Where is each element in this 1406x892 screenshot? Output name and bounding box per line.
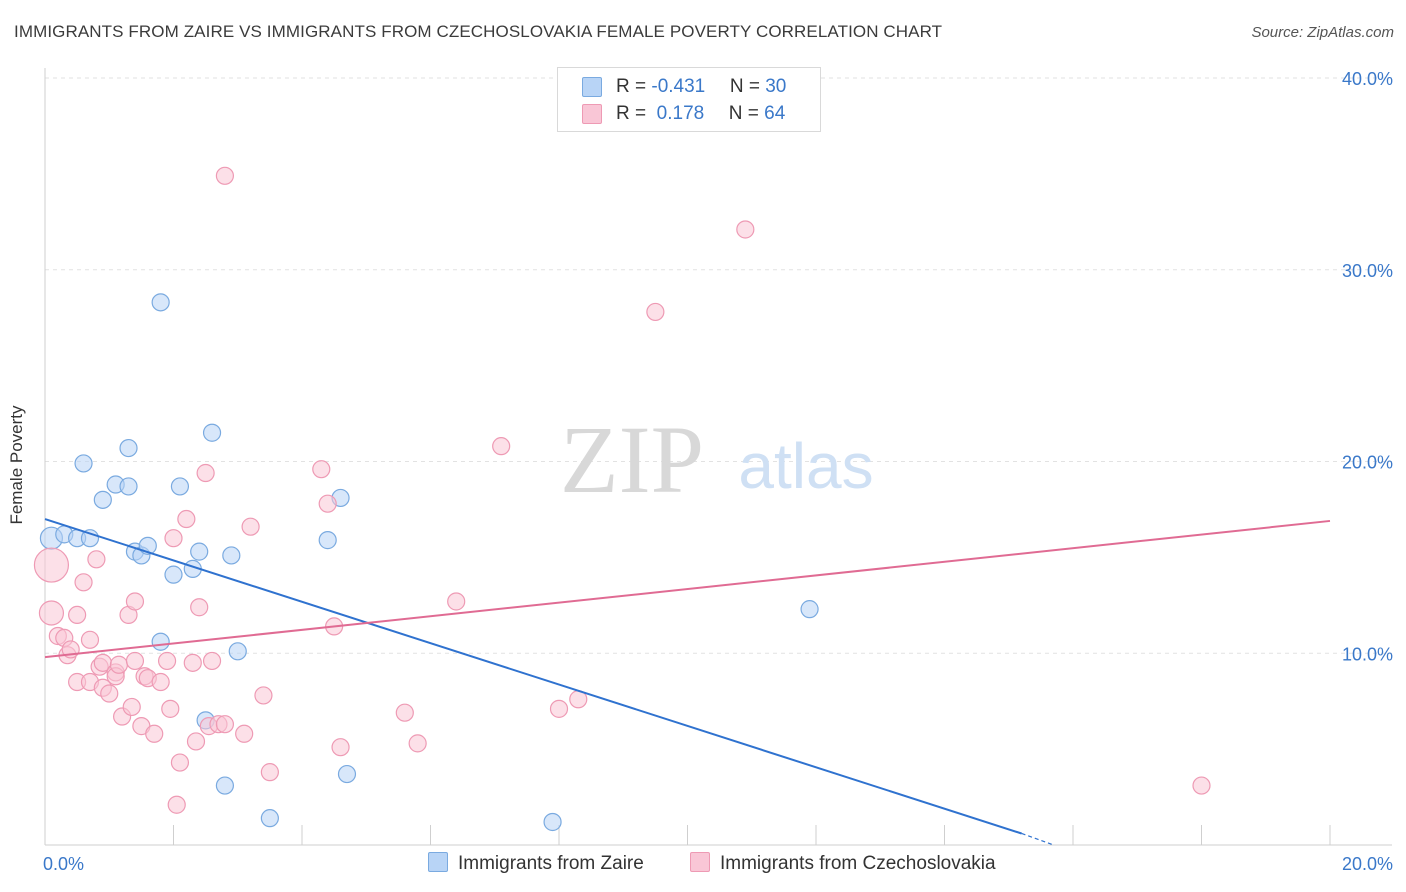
point-zaire <box>151 293 170 312</box>
point-czech <box>318 494 337 513</box>
point-czech <box>549 699 569 718</box>
point-zaire <box>119 477 138 496</box>
point-czech <box>109 655 128 674</box>
y-tick-label: 40.0% <box>1342 69 1393 89</box>
x-tick-label: 0.0% <box>43 854 84 874</box>
point-czech <box>177 509 196 529</box>
legend-r-value-zaire: -0.431 <box>651 76 706 97</box>
point-czech <box>241 517 260 536</box>
point-czech <box>68 605 87 625</box>
point-czech <box>125 592 145 611</box>
y-tick-label: 10.0% <box>1342 644 1393 664</box>
point-zaire <box>543 812 562 832</box>
point-czech <box>1192 776 1211 795</box>
trend-layer <box>44 518 1331 846</box>
point-zaire <box>164 565 183 584</box>
y-tick-label: 20.0% <box>1342 453 1393 473</box>
legend-swatch-zaire <box>582 77 602 97</box>
point-czech <box>38 600 65 626</box>
point-czech <box>202 651 222 671</box>
point-czech <box>157 651 177 671</box>
legend-swatch-czech <box>582 104 602 124</box>
legend-n-value-zaire: 30 <box>765 76 787 97</box>
point-zaire <box>151 632 170 651</box>
point-zaire <box>318 531 337 550</box>
point-czech <box>408 734 427 753</box>
point-czech <box>190 598 209 617</box>
point-czech <box>170 753 190 772</box>
legend-r-label-czech: R = <box>616 103 652 124</box>
bottom-legend-czech: Immigrants from Czechoslovakia <box>690 852 996 875</box>
legend-text-czech: R = 0.178 N = 64 <box>616 103 785 125</box>
bottom-legend-label-czech: Immigrants from Czechoslovakia <box>720 853 996 874</box>
y-axis-label: Female Poverty <box>7 405 26 525</box>
point-czech <box>235 724 254 743</box>
point-czech <box>492 437 511 456</box>
point-zaire <box>337 764 357 784</box>
source-label: Source: ZipAtlas.com <box>1251 24 1394 41</box>
bottom-legend-label-zaire: Immigrants from Zaire <box>458 853 644 874</box>
point-czech <box>312 460 331 479</box>
point-czech <box>167 795 186 814</box>
point-czech <box>80 630 100 649</box>
legend-n-label-zaire: N = <box>729 76 766 97</box>
point-czech <box>164 529 183 548</box>
correlation-legend: R = -0.431 N = 30 R = 0.178 N = 64 <box>557 67 821 132</box>
point-czech <box>33 547 70 583</box>
watermark-atlas: atlas <box>738 430 873 502</box>
point-czech <box>260 763 279 782</box>
legend-r-value-czech: 0.178 <box>651 103 705 124</box>
trendline-zaire-extension <box>1021 832 1054 846</box>
point-czech <box>87 550 106 569</box>
point-zaire <box>93 490 112 509</box>
y-tick-label: 30.0% <box>1342 261 1393 281</box>
watermark-zip: ZIP <box>560 406 704 513</box>
point-czech <box>447 592 466 611</box>
point-czech <box>145 724 164 743</box>
bottom-legend-swatch-zaire <box>428 852 448 872</box>
legend-n-value-czech: 64 <box>764 103 786 124</box>
point-czech <box>331 738 350 757</box>
point-zaire <box>190 542 209 561</box>
point-zaire <box>228 642 247 661</box>
point-czech <box>183 653 202 672</box>
point-czech <box>215 715 234 734</box>
trendline-czech <box>44 519 1331 659</box>
point-czech <box>74 573 93 592</box>
chart-title: IMMIGRANTS FROM ZAIRE VS IMMIGRANTS FROM… <box>14 22 943 41</box>
point-zaire <box>800 600 819 619</box>
legend-n-label-czech: N = <box>728 103 765 124</box>
x-tick-label: 20.0% <box>1342 854 1393 874</box>
point-czech <box>161 699 180 718</box>
point-czech <box>125 651 145 671</box>
bottom-legend-swatch-czech <box>690 852 710 872</box>
point-czech <box>215 166 234 185</box>
point-zaire <box>215 776 234 795</box>
legend-r-label-zaire: R = <box>616 76 652 97</box>
bottom-legend-zaire: Immigrants from Zaire <box>428 852 644 875</box>
point-czech <box>186 732 206 751</box>
trendline-zaire <box>44 518 1022 835</box>
point-czech <box>395 703 414 722</box>
point-zaire <box>170 477 190 496</box>
point-zaire <box>119 438 138 458</box>
point-zaire <box>260 809 279 828</box>
point-czech <box>646 302 665 322</box>
point-czech <box>736 220 755 239</box>
point-czech <box>100 684 119 703</box>
points-layer <box>33 166 1211 832</box>
point-czech <box>196 463 215 483</box>
point-zaire <box>74 454 93 473</box>
grid-layer <box>45 77 1392 654</box>
point-czech <box>122 697 141 717</box>
legend-text-zaire: R = -0.431 N = 30 <box>616 76 786 98</box>
point-czech <box>254 686 273 705</box>
point-zaire <box>202 423 222 442</box>
point-czech <box>151 672 170 692</box>
watermark: ZIP atlas <box>560 406 874 513</box>
tick-label-layer: 10.0% 20.0% 30.0% 40.0% 0.0% 20.0% <box>43 69 1393 874</box>
axes-layer <box>44 68 1392 846</box>
point-zaire <box>222 546 241 565</box>
